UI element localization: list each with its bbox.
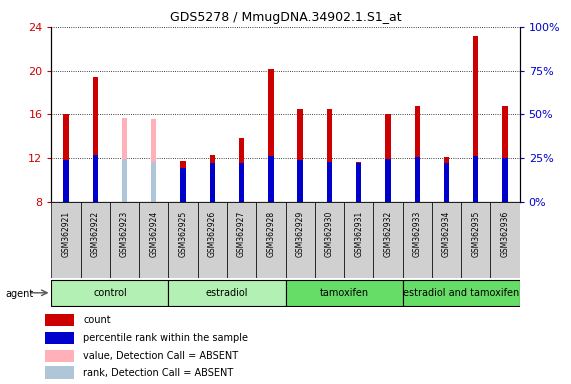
Bar xyxy=(356,163,361,202)
Text: GSM362932: GSM362932 xyxy=(383,211,392,257)
Text: GSM362935: GSM362935 xyxy=(471,211,480,257)
Title: GDS5278 / MmugDNA.34902.1.S1_at: GDS5278 / MmugDNA.34902.1.S1_at xyxy=(170,11,401,24)
Text: GSM362921: GSM362921 xyxy=(62,211,71,257)
Text: control: control xyxy=(93,288,127,298)
FancyBboxPatch shape xyxy=(461,202,490,278)
FancyBboxPatch shape xyxy=(168,202,198,278)
Bar xyxy=(415,106,420,202)
Bar xyxy=(63,114,69,202)
FancyBboxPatch shape xyxy=(51,280,168,306)
Text: GSM362926: GSM362926 xyxy=(208,211,217,257)
FancyBboxPatch shape xyxy=(344,202,373,278)
Bar xyxy=(151,162,156,202)
FancyBboxPatch shape xyxy=(227,202,256,278)
FancyBboxPatch shape xyxy=(110,202,139,278)
Bar xyxy=(473,156,478,202)
Text: GSM362929: GSM362929 xyxy=(296,211,305,257)
Bar xyxy=(385,114,391,202)
Text: GSM362933: GSM362933 xyxy=(413,211,422,257)
Text: GSM362934: GSM362934 xyxy=(442,211,451,257)
Bar xyxy=(327,162,332,202)
Text: GSM362928: GSM362928 xyxy=(266,211,275,257)
Text: count: count xyxy=(83,315,111,325)
FancyBboxPatch shape xyxy=(139,202,168,278)
FancyBboxPatch shape xyxy=(490,202,520,278)
Bar xyxy=(180,168,186,202)
Bar xyxy=(297,160,303,202)
Text: GSM362925: GSM362925 xyxy=(179,211,188,257)
FancyBboxPatch shape xyxy=(198,202,227,278)
FancyBboxPatch shape xyxy=(403,280,520,306)
Text: GSM362924: GSM362924 xyxy=(149,211,158,257)
Bar xyxy=(239,138,244,202)
FancyBboxPatch shape xyxy=(51,202,81,278)
Text: estradiol and tamoxifen: estradiol and tamoxifen xyxy=(403,288,519,298)
Bar xyxy=(45,350,74,362)
Text: percentile rank within the sample: percentile rank within the sample xyxy=(83,333,248,343)
Text: estradiol: estradiol xyxy=(206,288,248,298)
Bar xyxy=(415,157,420,202)
FancyBboxPatch shape xyxy=(286,202,315,278)
Bar xyxy=(210,155,215,202)
Bar xyxy=(268,70,274,202)
Bar xyxy=(268,156,274,202)
Text: GSM362936: GSM362936 xyxy=(500,211,509,257)
Bar xyxy=(444,157,449,202)
Bar xyxy=(45,332,74,344)
Bar xyxy=(210,163,215,202)
Text: agent: agent xyxy=(6,289,34,299)
Bar xyxy=(327,109,332,202)
FancyBboxPatch shape xyxy=(286,280,403,306)
Bar xyxy=(502,106,508,202)
Text: GSM362927: GSM362927 xyxy=(237,211,246,257)
Bar xyxy=(63,160,69,202)
Text: value, Detection Call = ABSENT: value, Detection Call = ABSENT xyxy=(83,351,238,361)
FancyBboxPatch shape xyxy=(432,202,461,278)
Text: GSM362930: GSM362930 xyxy=(325,211,334,257)
Bar xyxy=(93,77,98,202)
Text: GSM362922: GSM362922 xyxy=(91,211,100,257)
FancyBboxPatch shape xyxy=(81,202,110,278)
Bar xyxy=(180,161,186,202)
Text: rank, Detection Call = ABSENT: rank, Detection Call = ABSENT xyxy=(83,367,234,377)
FancyBboxPatch shape xyxy=(168,280,286,306)
Bar xyxy=(502,158,508,202)
Bar xyxy=(385,159,391,202)
Bar xyxy=(45,314,74,326)
Bar xyxy=(356,162,361,202)
Bar xyxy=(122,118,127,202)
FancyBboxPatch shape xyxy=(315,202,344,278)
Bar xyxy=(239,163,244,202)
Bar xyxy=(473,36,478,202)
Text: tamoxifen: tamoxifen xyxy=(319,288,369,298)
FancyBboxPatch shape xyxy=(373,202,403,278)
Bar xyxy=(122,159,127,202)
Bar xyxy=(297,109,303,202)
Bar xyxy=(444,163,449,202)
FancyBboxPatch shape xyxy=(403,202,432,278)
Text: GSM362923: GSM362923 xyxy=(120,211,129,257)
Bar xyxy=(45,366,74,379)
FancyBboxPatch shape xyxy=(256,202,286,278)
Bar xyxy=(151,119,156,202)
Text: GSM362931: GSM362931 xyxy=(354,211,363,257)
Bar xyxy=(93,155,98,202)
